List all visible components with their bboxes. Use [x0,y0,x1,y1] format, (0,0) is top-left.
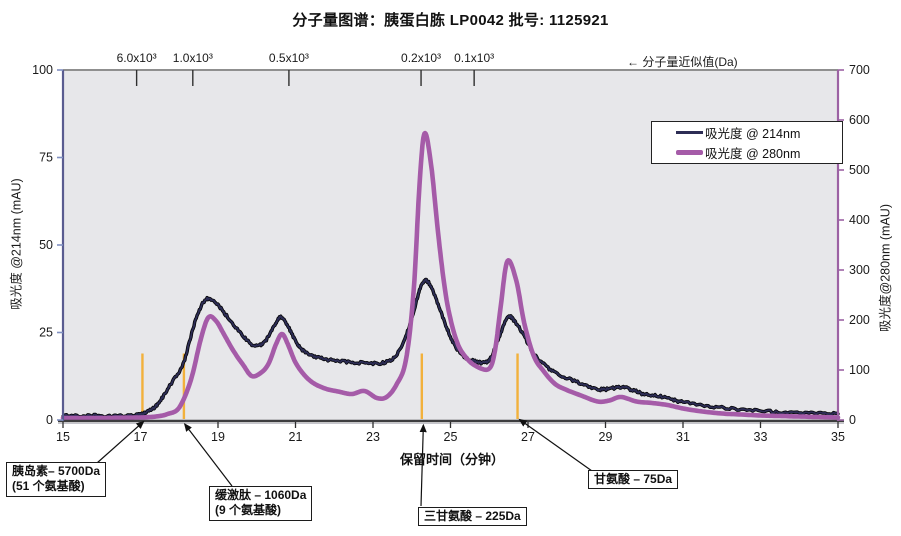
top-axis-tick-label: 6.0x10³ [117,51,157,65]
x-axis-title: 保留时间（分钟） [399,452,505,467]
top-axis-tick-label: 0.5x10³ [269,51,309,65]
legend-label-214nm: 吸光度 @ 214nm [705,127,801,141]
x-axis-tick-label: 29 [599,430,613,444]
annotation-text-line: 缓激肽 – 1060Da [215,488,307,502]
y-right-axis-tick-label: 700 [849,63,870,77]
chart-title: 分子量图谱：胰蛋白胨 LP0042 批号: 1125921 [292,12,609,29]
x-axis-tick-label: 31 [676,430,690,444]
legend-line-280nm-swatch [676,150,703,155]
series-214nm-path [62,278,839,419]
x-axis-tick-label: 35 [831,430,845,444]
y-right-axis-tick-label: 200 [849,313,870,327]
x-axis-tick-label: 25 [444,430,458,444]
annotation-arrow [518,418,593,472]
y-right-axis-title: 吸光度@280nm (mAU) [878,204,893,332]
legend: 吸光度 @ 214nm 吸光度 @ 280nm [651,121,843,164]
annotation-text-line: 三甘氨酸 – 225Da [424,509,521,523]
y-right-axis-tick-label: 400 [849,213,870,227]
series-280nm-path [60,130,841,421]
y-left-axis-tick-label: 75 [39,151,53,165]
y-left-axis-title: 吸光度 @214nm (mAU) [9,178,24,310]
y-left-axis-tick-label: 25 [39,326,53,340]
y-left-axis-tick-label: 0 [46,413,53,427]
annotation-triglycine: 三甘氨酸 – 225Da [418,507,527,527]
legend-item-280nm: 吸光度 @ 280nm [676,143,842,162]
annotation-arrow [183,423,233,487]
y-left-axis-tick-label: 100 [32,63,53,77]
annotation-arrow [96,420,145,464]
legend-line-214nm-swatch [676,131,703,134]
annotation-text-line: 甘氨酸 – 75Da [594,472,673,486]
top-axis-tick-label: 0.2x10³ [401,51,441,65]
annotation-text-line: 胰岛素– 5700Da [12,464,101,478]
annotation-arrow [419,423,427,507]
top-axis-tick-label: 0.1x10³ [454,51,494,65]
x-axis-tick-label: 27 [521,430,535,444]
x-axis-tick-label: 33 [754,430,768,444]
top-axis-tick-label: 1.0x10³ [173,51,213,65]
x-axis-tick-label: 15 [56,430,70,444]
annotation-bradykinin: 缓激肽 – 1060Da (9 个氨基酸) [209,486,313,521]
annotation-glycine: 甘氨酸 – 75Da [588,470,679,490]
y-right-axis-tick-label: 500 [849,163,870,177]
y-left-axis-tick-label: 50 [39,238,53,252]
annotation-text-line: (51 个氨基酸) [12,479,85,494]
legend-item-214nm: 吸光度 @ 214nm [676,123,842,142]
x-axis-tick-label: 23 [366,430,380,444]
x-axis-tick-label: 19 [211,430,225,444]
x-axis-tick-label: 17 [134,430,148,444]
mw-approx-note: ← 分子量近似值(Da) [627,55,738,69]
annotation-insulin: 胰岛素– 5700Da (51 个氨基酸) [6,462,107,497]
annotation-text-line: (9 个氨基酸) [215,503,282,518]
y-right-axis-tick-label: 100 [849,363,870,377]
y-right-axis-tick-label: 0 [849,413,856,427]
x-axis-tick-label: 21 [289,430,303,444]
y-right-axis-tick-label: 300 [849,263,870,277]
y-right-axis-tick-label: 600 [849,113,870,127]
legend-label-280nm: 吸光度 @ 280nm [705,147,801,161]
